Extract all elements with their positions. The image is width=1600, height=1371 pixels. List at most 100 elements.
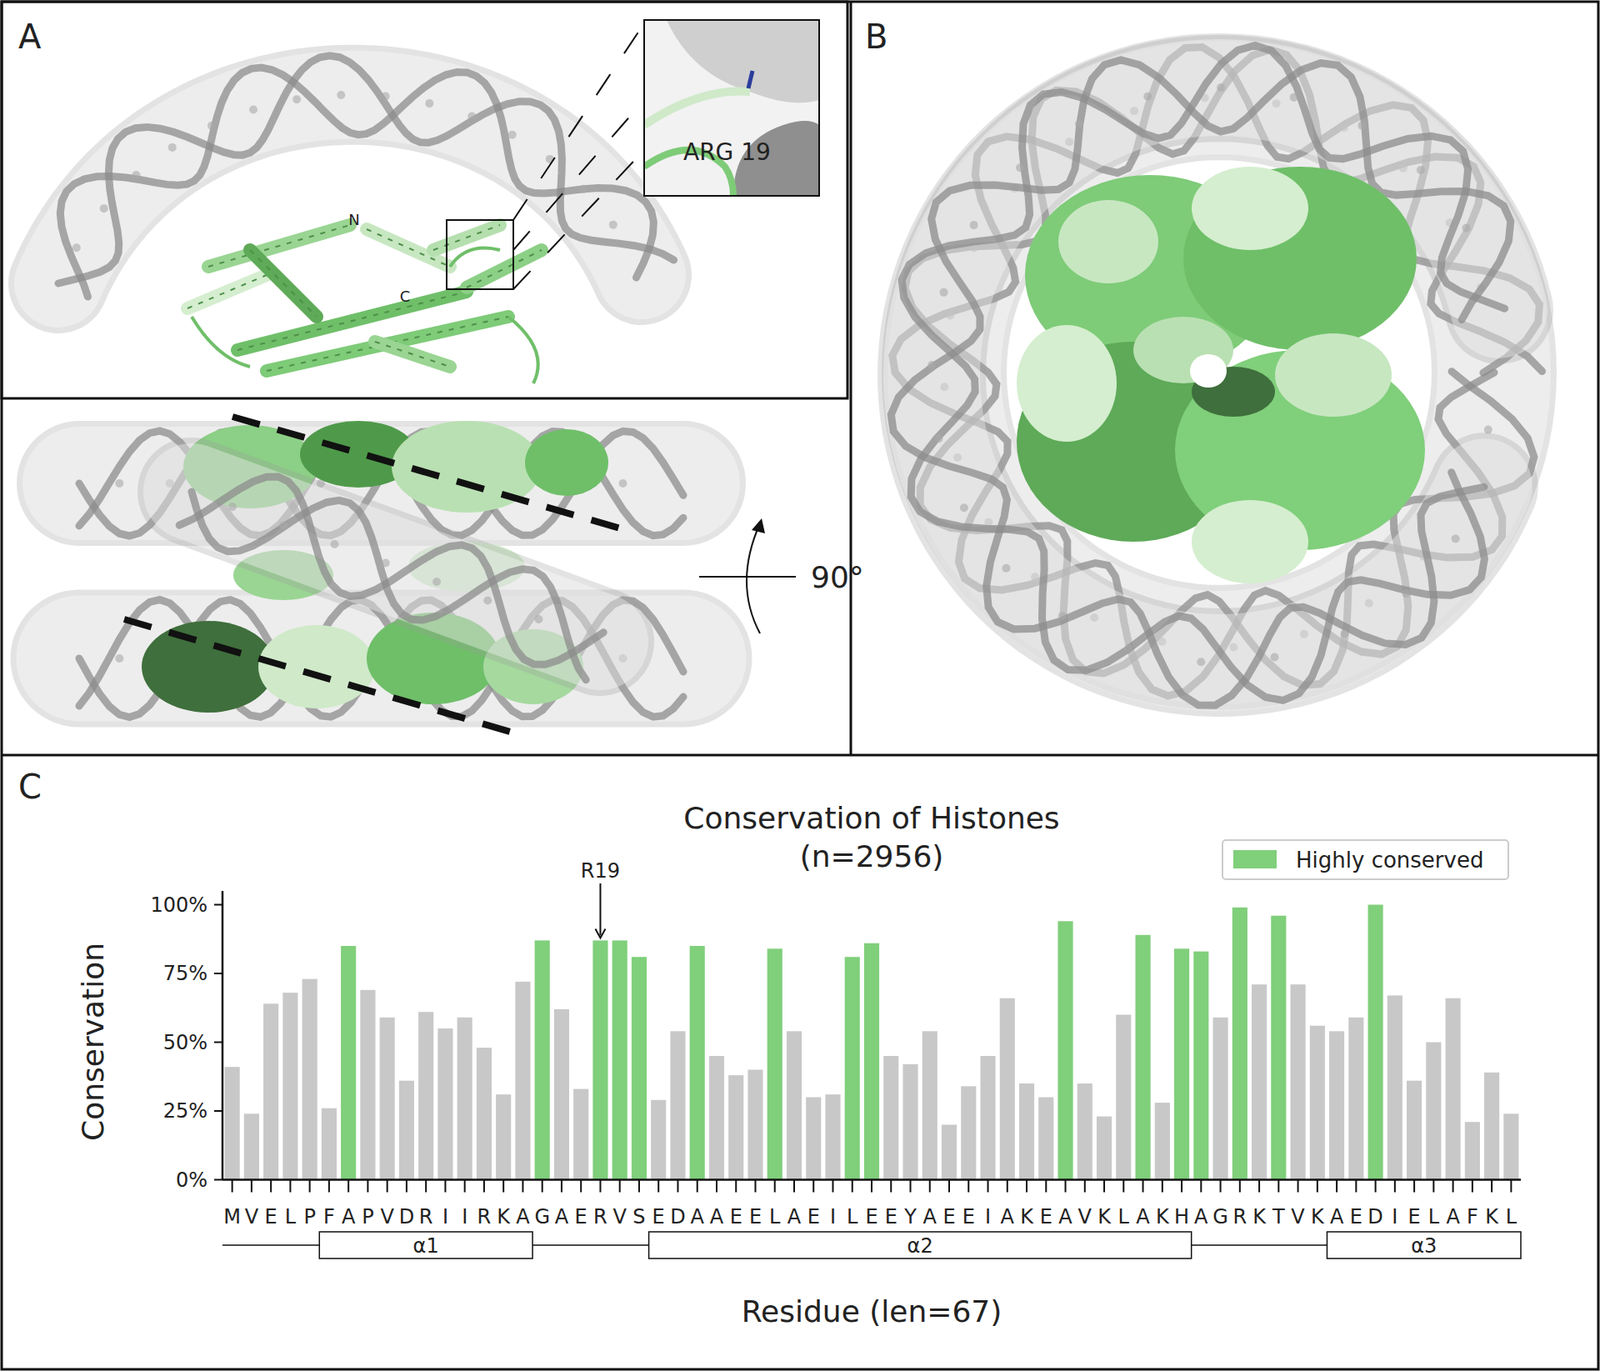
- dna-base: [1416, 165, 1425, 175]
- x-tick: [1471, 1180, 1474, 1193]
- helix-box: [319, 1231, 533, 1259]
- x-tick: [599, 1180, 601, 1193]
- bar: [340, 945, 356, 1180]
- protein-helix: [466, 250, 542, 288]
- dna-base: [1401, 589, 1410, 598]
- dna-base: [927, 360, 936, 370]
- dna-base: [579, 185, 588, 194]
- x-tick: [1103, 1180, 1105, 1193]
- x-tick: [231, 1180, 234, 1193]
- bar: [1270, 915, 1286, 1180]
- dna-base: [1015, 163, 1025, 172]
- divider: [850, 1, 853, 755]
- x-tick-label: E: [865, 1205, 878, 1229]
- bar: [845, 956, 860, 1180]
- dna-base: [207, 121, 216, 130]
- x-tick-label: E: [962, 1205, 975, 1229]
- bar: [767, 948, 783, 1180]
- bar: [922, 1030, 938, 1180]
- dna-base: [960, 503, 969, 512]
- dna-base: [619, 479, 628, 488]
- protein-helix: [250, 250, 317, 317]
- dna-base: [1270, 653, 1280, 662]
- x-tick: [1355, 1180, 1357, 1193]
- y-axis: [221, 890, 225, 1180]
- legend-swatch: [1233, 850, 1277, 869]
- protein-surface: [1183, 166, 1417, 350]
- x-tick-label: G: [1212, 1205, 1229, 1229]
- bar: [1484, 1072, 1500, 1180]
- bar: [1212, 1017, 1228, 1180]
- inset-bg: [644, 20, 820, 196]
- bar: [883, 1055, 899, 1180]
- x-tick-label: E: [749, 1205, 762, 1229]
- x-tick-label: V: [612, 1205, 627, 1229]
- x-tick: [250, 1180, 253, 1193]
- x-tick-label: L: [285, 1205, 297, 1229]
- bars: [225, 905, 1520, 1180]
- x-tick: [1045, 1180, 1047, 1193]
- dna-base: [535, 615, 544, 624]
- bar: [709, 1055, 725, 1180]
- panel-a-box: [1, 1, 848, 399]
- dashed-guide: [124, 619, 522, 735]
- rotation-label: 90°: [810, 560, 865, 595]
- x-tick: [444, 1180, 446, 1193]
- protein-surface: [1016, 325, 1117, 442]
- dna-base: [1290, 93, 1299, 102]
- protein-helix: [250, 250, 317, 317]
- dna-base: [1196, 657, 1205, 666]
- protein-helix: [187, 275, 267, 309]
- protein-helix: [266, 316, 509, 371]
- x-tick-label: K: [1485, 1205, 1500, 1229]
- dna-base: [609, 220, 618, 230]
- bar: [1232, 907, 1248, 1180]
- bar: [1174, 948, 1190, 1180]
- x-tick-label: E: [575, 1205, 588, 1229]
- y-tick-label: 0%: [175, 1168, 208, 1192]
- x-tick-label: A: [1135, 1205, 1150, 1229]
- frame: [1, 1, 1599, 1370]
- x-tick-label: K: [1155, 1205, 1170, 1229]
- x-tick: [774, 1180, 776, 1193]
- bar: [418, 1011, 434, 1180]
- bar: [1019, 1083, 1035, 1180]
- dna-surface: [931, 87, 1500, 663]
- x-tick: [1006, 1180, 1009, 1193]
- y-axis-label: Conservation: [75, 942, 110, 1141]
- x-tick: [910, 1180, 912, 1193]
- x-tick-label: D: [670, 1205, 685, 1229]
- x-tick-label: A: [1058, 1205, 1073, 1229]
- protein-helix: [208, 225, 350, 267]
- bar: [650, 1100, 666, 1180]
- x-tick: [502, 1180, 505, 1193]
- dna-base: [935, 434, 944, 443]
- protein-helix: [466, 250, 542, 288]
- protein-helix: [237, 291, 467, 350]
- x-tick-label: V: [245, 1205, 260, 1229]
- protein-surface: [141, 620, 275, 713]
- x-tick: [289, 1180, 291, 1193]
- x-tick: [1142, 1180, 1145, 1193]
- protein-helix: [237, 291, 467, 350]
- x-tick: [1510, 1180, 1512, 1193]
- bar: [1251, 984, 1267, 1180]
- rotation-arrow: [751, 518, 765, 534]
- x-tick: [638, 1180, 640, 1193]
- x-tick: [793, 1180, 795, 1193]
- x-tick-label: P: [303, 1205, 315, 1229]
- x-tick: [851, 1180, 854, 1193]
- x-tick-label: L: [1428, 1205, 1440, 1229]
- x-tick-label: G: [534, 1205, 550, 1229]
- x-tick-label: L: [769, 1205, 781, 1229]
- dna-surface: [191, 491, 600, 642]
- x-tick: [1025, 1180, 1028, 1193]
- x-tick: [1220, 1180, 1222, 1193]
- bar: [1135, 935, 1150, 1180]
- dna-backbone: [901, 45, 1505, 701]
- x-tick-label: F: [1466, 1205, 1479, 1229]
- bar: [573, 1089, 589, 1180]
- panel-label: C: [18, 767, 42, 806]
- dna-base: [1124, 643, 1133, 652]
- bar: [1406, 1080, 1422, 1180]
